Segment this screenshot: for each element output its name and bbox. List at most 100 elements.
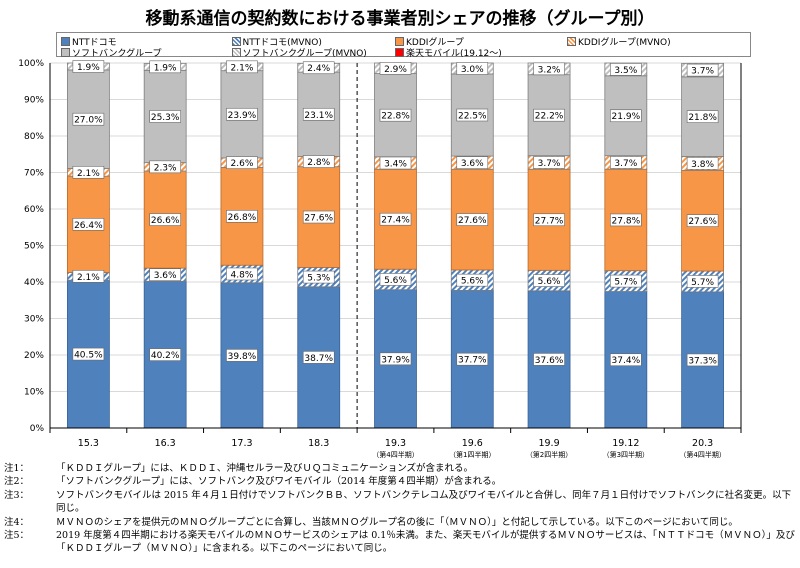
data-label-box xyxy=(686,110,719,123)
data-label: 3.5% xyxy=(610,63,642,76)
data-label-text: 40.2% xyxy=(151,351,180,361)
legend-swatch xyxy=(231,37,241,46)
data-label-box xyxy=(610,213,642,227)
data-label-text: 5.7% xyxy=(614,278,637,288)
note: 注4： ＭＶＮＯのシェアを提供元のＭＮＯグループごとに合算し、当該ＭＮＯグループ名… xyxy=(4,516,796,529)
data-label: 22.2% xyxy=(533,108,565,122)
data-label: 3.8% xyxy=(686,157,719,170)
y-tick-label: 50% xyxy=(24,242,44,252)
x-tick-label: 17.3 xyxy=(231,438,252,449)
y-tick-label: 20% xyxy=(24,351,44,361)
y-tick-label: 40% xyxy=(24,278,44,288)
data-label-text: 4.8% xyxy=(231,270,254,280)
y-tick-label: 0% xyxy=(30,424,45,434)
x-tick-sublabel: （第4四半期） xyxy=(372,450,418,459)
data-label-text: 27.7% xyxy=(535,216,564,226)
data-label-box xyxy=(379,61,412,75)
x-tick-label: 18.3 xyxy=(308,438,329,449)
data-label: 40.5% xyxy=(72,347,105,361)
data-label: 26.8% xyxy=(226,210,258,223)
data-label-text: 2.9% xyxy=(384,65,407,75)
data-label-box xyxy=(456,62,489,75)
data-label-text: 5.6% xyxy=(461,277,484,287)
data-label-box xyxy=(302,61,335,75)
data-label: 37.9% xyxy=(379,352,412,365)
data-label-box xyxy=(456,213,489,226)
data-label: 3.4% xyxy=(379,156,412,170)
data-label: 23.1% xyxy=(302,107,335,121)
data-label-text: 5.6% xyxy=(384,276,407,286)
data-label: 2.3% xyxy=(149,160,181,173)
data-label: 2.1% xyxy=(226,60,258,73)
legend-item: KDDIグループ(MVNO) xyxy=(567,35,671,48)
note-key: 注3： xyxy=(4,489,30,501)
data-label-text: 27.6% xyxy=(688,217,717,227)
data-label-box xyxy=(610,156,642,169)
data-label-text: 21.8% xyxy=(688,113,717,123)
data-label-box xyxy=(72,218,105,231)
note: 注1： 「ＫＤＤＩグループ」には、ＫＤＤＩ、沖縄セルラー及びＵＱコミュニケーション… xyxy=(4,462,796,475)
data-label-text: 39.8% xyxy=(228,352,257,362)
legend-label: NTTドコモ(MVNO) xyxy=(242,38,322,48)
data-label: 27.4% xyxy=(379,212,412,226)
legend-swatch xyxy=(231,48,241,57)
data-label-text: 3.4% xyxy=(384,160,407,170)
note-key: 注5： xyxy=(4,530,30,542)
data-label-box xyxy=(226,267,258,281)
data-label-text: 27.6% xyxy=(458,216,487,226)
legend-swatch xyxy=(395,48,404,57)
data-label: 1.9% xyxy=(72,60,105,73)
data-label-text: 3.6% xyxy=(154,271,177,281)
data-label: 27.6% xyxy=(456,213,489,226)
data-label-box xyxy=(72,270,105,283)
data-label: 37.3% xyxy=(686,353,719,366)
data-label-text: 3.2% xyxy=(538,65,561,75)
data-label-box xyxy=(610,63,642,76)
legend-item: 楽天モバイル(19.12～) xyxy=(395,46,502,59)
data-label-box xyxy=(610,274,642,288)
data-label: 22.8% xyxy=(379,108,412,122)
note-text: ＭＶＮＯのシェアを提供元のＭＮＯグループごとに合算し、当該ＭＮＯグループ名の後に… xyxy=(56,516,738,528)
data-label-text: 27.4% xyxy=(381,216,410,226)
x-tick-sublabel: （第1四半期） xyxy=(449,450,495,459)
data-label: 21.9% xyxy=(610,109,642,122)
data-label-text: 22.2% xyxy=(535,112,564,122)
data-label: 26.4% xyxy=(72,218,105,231)
y-tick-label: 80% xyxy=(24,132,44,142)
data-label-box xyxy=(226,210,258,223)
data-label-box xyxy=(686,157,719,170)
data-label-text: 2.1% xyxy=(231,63,254,73)
y-tick-label: 90% xyxy=(24,96,44,106)
data-label: 3.6% xyxy=(456,156,489,169)
data-label-text: 26.4% xyxy=(74,221,103,231)
data-label: 37.4% xyxy=(610,353,642,366)
data-label: 3.7% xyxy=(686,63,719,77)
legend-item: KDDIグループ xyxy=(395,35,464,48)
data-label-box xyxy=(72,60,105,73)
data-label: 5.6% xyxy=(379,273,412,286)
data-label-text: 5.6% xyxy=(538,277,561,287)
data-label-box xyxy=(149,348,181,361)
data-label: 3.6% xyxy=(149,268,181,281)
note-text: 2019 年度第４四半期における楽天モバイルのＭＮＯサービスのシェアは 0.1％… xyxy=(56,530,795,555)
y-tick-label: 60% xyxy=(24,205,44,215)
legend-label: KDDIグループ xyxy=(406,38,464,48)
data-label: 21.8% xyxy=(686,110,719,123)
data-label-box xyxy=(226,156,258,169)
legend-swatch xyxy=(61,48,70,57)
legend-swatch xyxy=(61,37,70,46)
data-label-box xyxy=(456,108,489,122)
legend-label: ソフトバンクグループ xyxy=(72,49,162,59)
data-label-text: 2.4% xyxy=(307,64,330,74)
data-label: 2.4% xyxy=(302,61,335,75)
data-label: 3.2% xyxy=(533,62,565,75)
data-label-box xyxy=(302,155,335,168)
legend: NTTドコモ NTTドコモ(MVNO) KDDIグループ KDDIグループ(MVNO)… xyxy=(56,32,751,59)
data-label-box xyxy=(226,349,258,362)
note-text: 「ソフトバンクグループ」には、ソフトバンク及びワイモバイル（2014 年度第４四… xyxy=(56,476,502,488)
data-label-text: 23.1% xyxy=(304,111,333,121)
data-label-text: 1.9% xyxy=(154,63,177,73)
data-label-box xyxy=(302,351,335,364)
x-tick-label: 19.3 xyxy=(385,438,406,449)
notes: 注1： 「ＫＤＤＩグループ」には、ＫＤＤＩ、沖縄セルラー及びＵＱコミュニケーション… xyxy=(4,462,796,556)
